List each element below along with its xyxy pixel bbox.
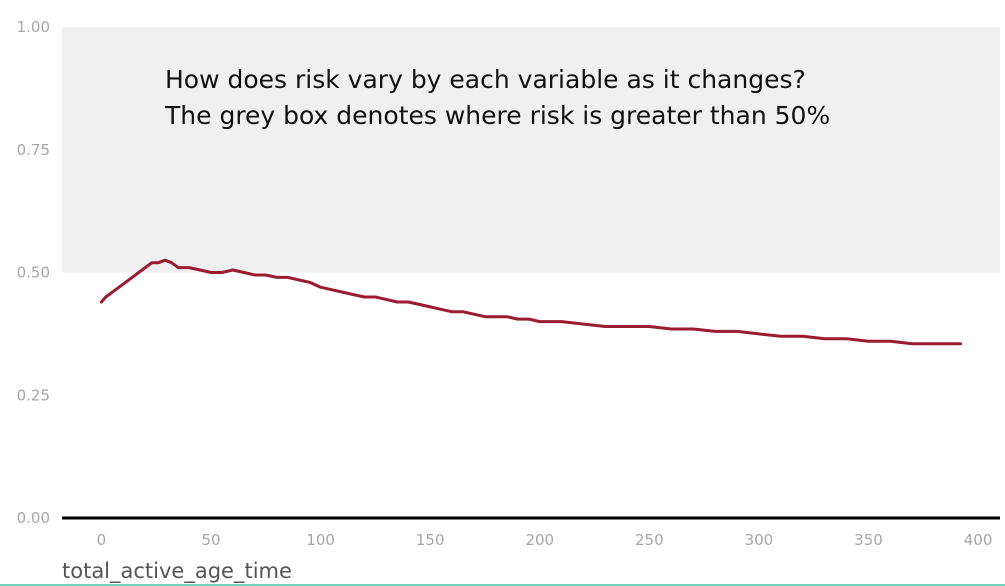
x-tick-label: 300 (745, 531, 774, 549)
annotation-line-2: The grey box denotes where risk is great… (164, 101, 830, 130)
y-tick-label: 0.50 (17, 264, 50, 282)
bottom-accent-rule (0, 584, 1005, 586)
x-tick-label: 50 (201, 531, 220, 549)
x-tick-label: 0 (97, 531, 107, 549)
y-tick-label: 0.75 (17, 141, 50, 159)
y-axis-tick-labels: 0.00 0.25 0.50 0.75 1.00 (17, 18, 50, 527)
y-tick-label: 0.25 (17, 386, 50, 404)
annotation-line-1: How does risk vary by each variable as i… (165, 65, 806, 94)
x-tick-label: 200 (525, 531, 554, 549)
x-tick-label: 150 (416, 531, 445, 549)
x-tick-label: 400 (964, 531, 993, 549)
y-tick-label: 0.00 (17, 509, 50, 527)
x-tick-label: 350 (854, 531, 883, 549)
risk-series-line (99, 258, 963, 346)
x-tick-label: 250 (635, 531, 664, 549)
x-tick-label: 100 (306, 531, 335, 549)
risk-threshold-band (62, 27, 1000, 273)
x-axis-title: total_active_age_time (62, 559, 292, 584)
x-axis-tick-labels: 0 50 100 150 200 250 300 350 400 (97, 531, 993, 549)
y-tick-label: 1.00 (17, 18, 50, 36)
